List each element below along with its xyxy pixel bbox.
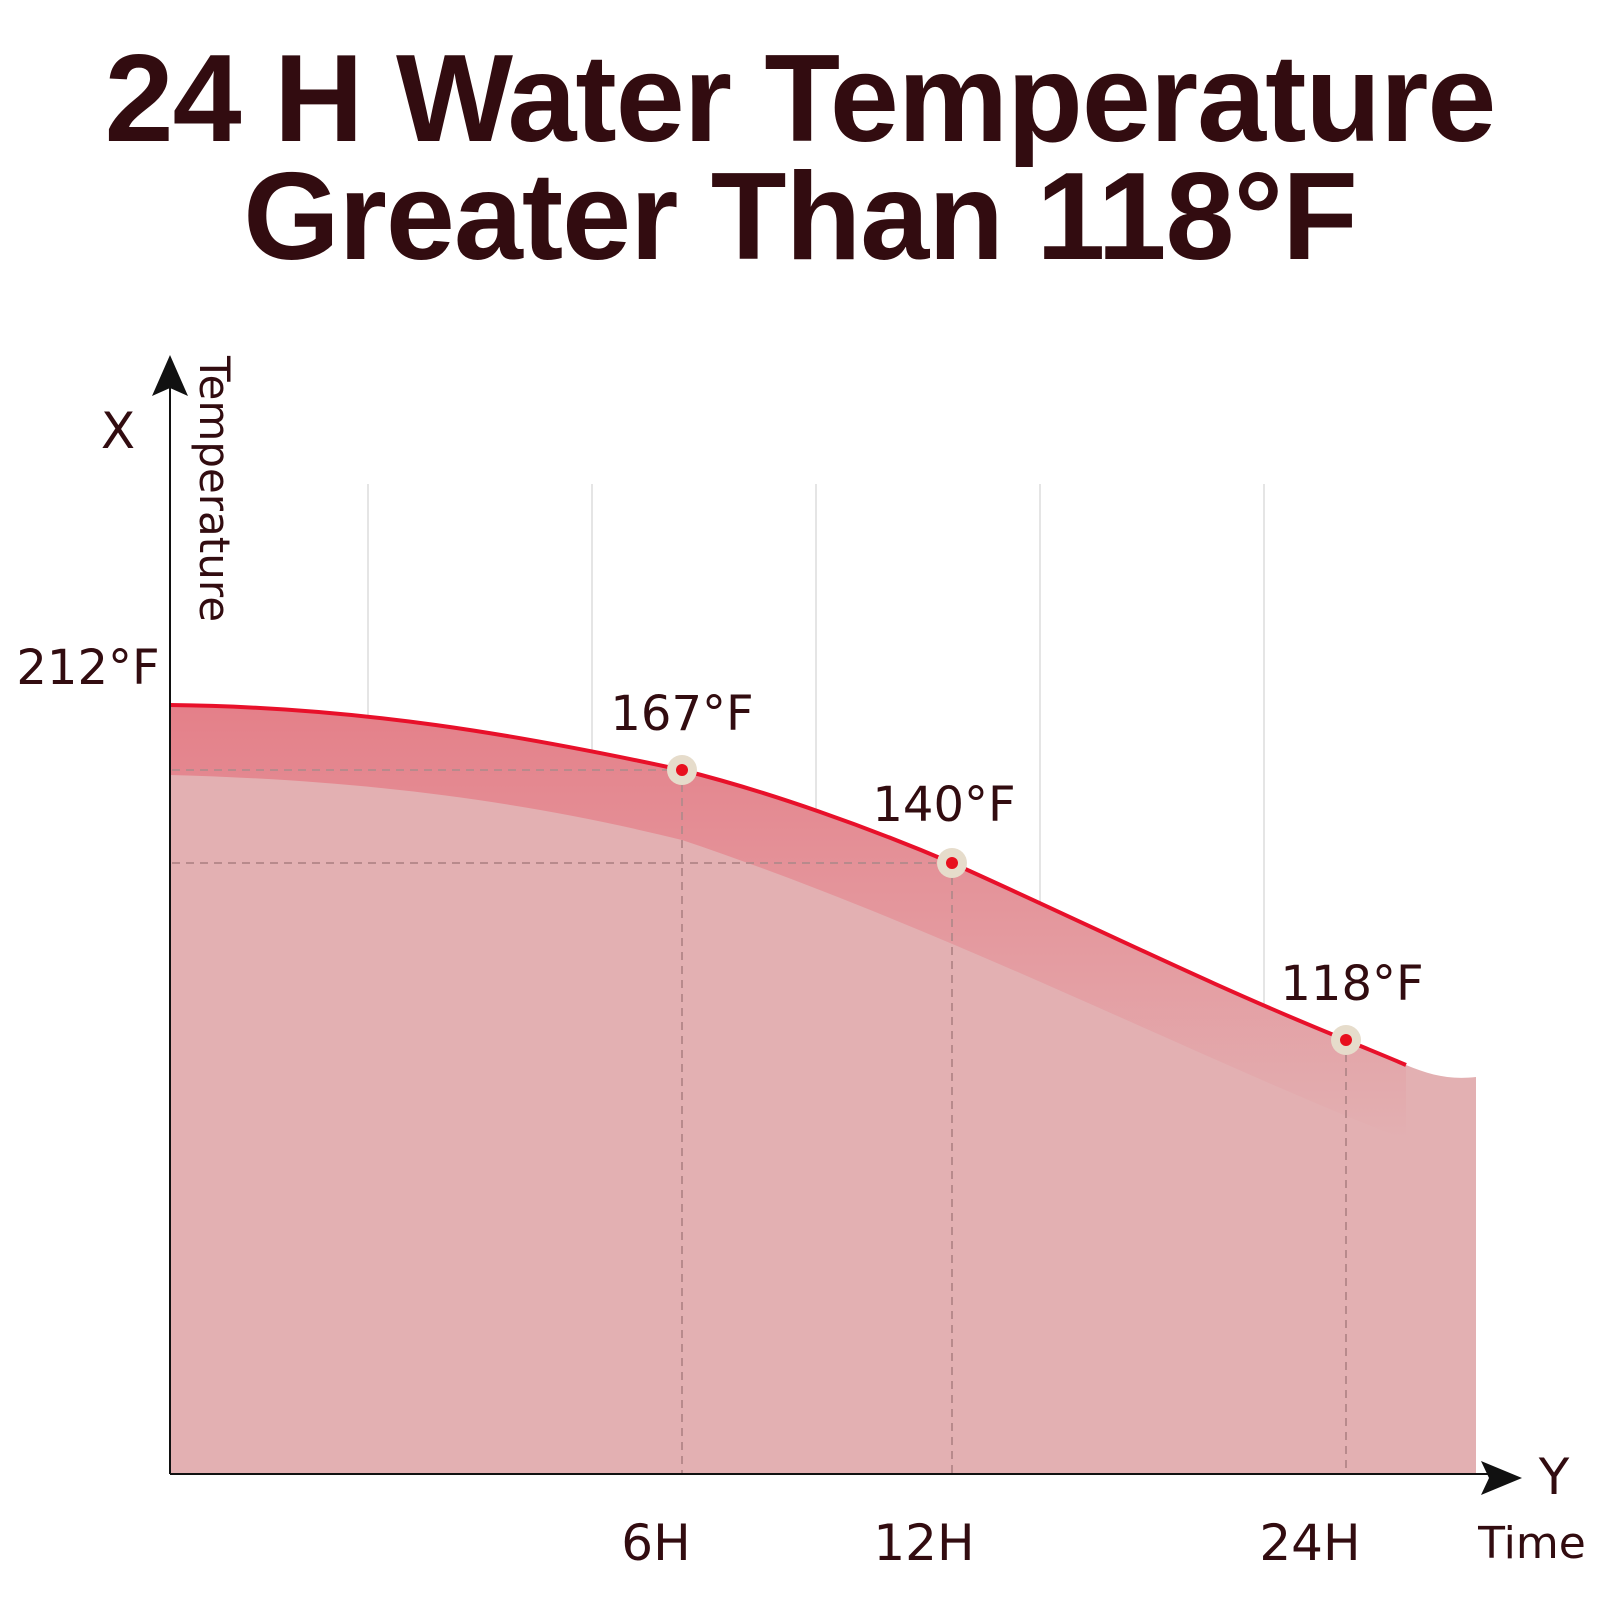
marker-dot	[676, 764, 688, 776]
y-axis-letter: X	[101, 402, 135, 460]
data-point-label: 118°F	[1280, 956, 1423, 1012]
x-tick-label: 6H	[621, 1514, 690, 1572]
temperature-area	[170, 705, 1476, 1474]
curve-glow	[170, 705, 1406, 1140]
x-axis-arrow	[1481, 1461, 1522, 1495]
chart-title-line-2: Greater Than 118°F	[243, 148, 1358, 286]
y-axis-arrow	[152, 355, 188, 396]
x-tick-label: 12H	[873, 1514, 974, 1572]
data-point-label: 167°F	[610, 686, 753, 742]
chart-title: 24 H Water Temperature Greater Than 118°…	[0, 30, 1600, 286]
x-axis-letter: Y	[1538, 1448, 1570, 1506]
data-point-label: 140°F	[872, 777, 1015, 833]
y-axis-top-tick: 212°F	[16, 640, 159, 696]
y-axis-label: Temperature	[190, 355, 239, 622]
marker-dot	[1340, 1034, 1352, 1046]
chart-title-line-1: 24 H Water Temperature	[104, 30, 1497, 168]
x-tick-label: 24H	[1259, 1514, 1360, 1572]
x-axis-label: Time	[1477, 1518, 1586, 1569]
temperature-curve	[169, 703, 1407, 1067]
guide-lines	[172, 769, 1347, 1474]
x-axis-ticks: 6H 12H 24H	[621, 1514, 1360, 1572]
data-point-labels: 167°F 140°F 118°F	[610, 686, 1423, 1012]
data-point-markers	[667, 755, 1361, 1055]
marker-dot	[946, 857, 958, 869]
